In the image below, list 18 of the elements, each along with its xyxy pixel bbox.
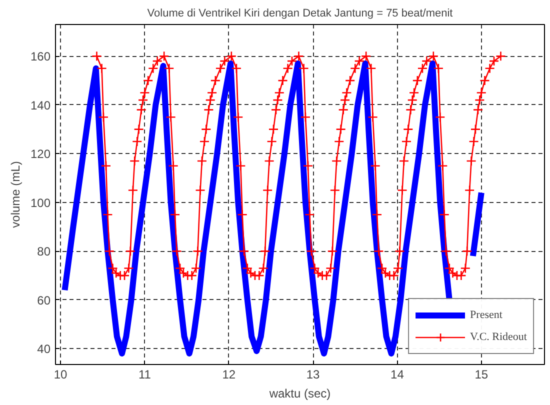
x-tick-label: 15 [474, 368, 488, 382]
y-tick-label: 80 [37, 244, 51, 259]
y-tick-label: 40 [37, 342, 51, 356]
y-axis-title: volume (mL) [8, 161, 22, 228]
x-tick-label: 11 [138, 368, 152, 382]
y-tick-label: 160 [30, 50, 51, 64]
legend-label: V.C. Rideout [470, 331, 527, 343]
x-axis-title: waktu (sec) [268, 386, 331, 400]
x-tick-label: 14 [390, 368, 404, 382]
x-tick-label: 10 [54, 368, 68, 382]
y-tick-label: 60 [37, 293, 51, 308]
chart-title: Volume di Ventrikel Kiri dengan Detak Jantung = 75 beat/menit [147, 8, 453, 20]
legend-label: Present [470, 309, 502, 321]
x-tick-label: 12 [222, 368, 236, 382]
y-tick-label: 100 [30, 196, 51, 210]
y-tick-label: 140 [30, 98, 51, 112]
x-tick-label: 13 [306, 368, 320, 382]
y-tick-label: 120 [30, 147, 51, 162]
